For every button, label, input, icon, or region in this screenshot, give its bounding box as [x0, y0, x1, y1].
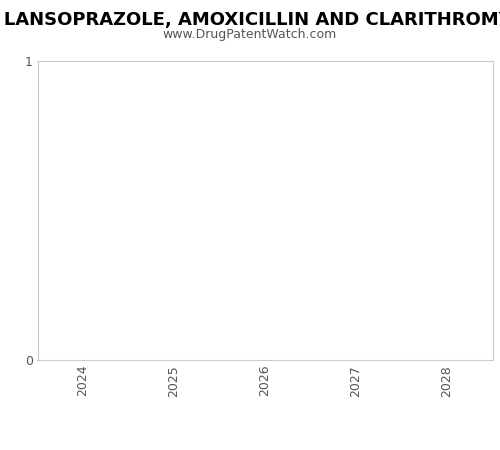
Text: ns for LANSOPRAZOLE, AMOXICILLIN AND CLARITHROMYCIN (: ns for LANSOPRAZOLE, AMOXICILLIN AND CLA… — [0, 11, 500, 29]
Text: www.DrugPatentWatch.com: www.DrugPatentWatch.com — [163, 28, 337, 41]
